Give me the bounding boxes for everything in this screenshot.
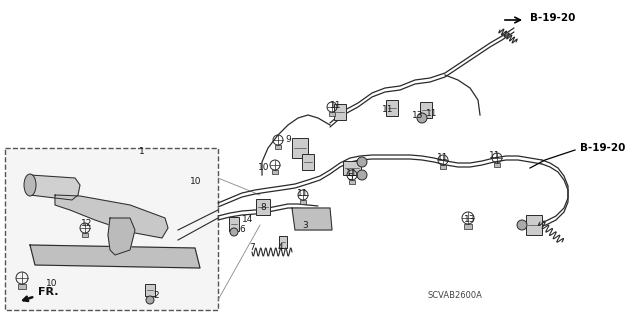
Bar	[343, 161, 361, 175]
Text: 1: 1	[139, 147, 145, 157]
Bar	[229, 217, 239, 231]
Text: 11: 11	[437, 153, 449, 162]
Text: 11: 11	[382, 106, 394, 115]
Bar	[300, 200, 306, 204]
Bar	[329, 112, 335, 116]
Bar	[386, 100, 398, 116]
Bar	[349, 180, 355, 184]
Circle shape	[230, 228, 238, 236]
Bar	[526, 215, 542, 235]
Text: B-19-20: B-19-20	[530, 13, 575, 23]
Bar	[302, 154, 314, 170]
Circle shape	[146, 296, 154, 304]
Bar	[5, 148, 218, 310]
Bar	[494, 163, 500, 167]
Bar	[272, 170, 278, 174]
Bar	[465, 224, 472, 229]
Text: 4: 4	[277, 242, 283, 251]
Text: 9: 9	[285, 136, 291, 145]
Text: 11: 11	[297, 189, 308, 197]
Circle shape	[357, 170, 367, 180]
Bar	[256, 199, 270, 215]
Bar	[145, 284, 155, 296]
Text: 13: 13	[464, 216, 476, 225]
Text: 8: 8	[260, 203, 266, 211]
Bar	[440, 165, 446, 169]
Bar	[82, 233, 88, 237]
Text: 5: 5	[347, 174, 353, 182]
Text: FR.: FR.	[23, 287, 58, 301]
Polygon shape	[30, 175, 80, 200]
Bar	[275, 145, 281, 149]
Circle shape	[357, 157, 367, 167]
Text: 14: 14	[243, 216, 253, 225]
Text: 10: 10	[190, 177, 202, 187]
Text: 11: 11	[426, 108, 438, 117]
Polygon shape	[55, 195, 168, 238]
Text: 11: 11	[489, 151, 500, 160]
Circle shape	[517, 220, 527, 230]
Text: 7: 7	[249, 243, 255, 253]
Bar	[420, 102, 432, 118]
Polygon shape	[30, 245, 200, 268]
Bar	[279, 236, 287, 248]
Text: 6: 6	[239, 226, 245, 234]
Text: 12: 12	[81, 219, 93, 227]
Text: B-19-20: B-19-20	[580, 143, 625, 153]
Circle shape	[417, 113, 427, 123]
Polygon shape	[108, 218, 135, 255]
Bar	[292, 138, 308, 158]
Ellipse shape	[24, 174, 36, 196]
Text: 11: 11	[330, 100, 342, 109]
Text: 3: 3	[302, 220, 308, 229]
Bar	[19, 284, 26, 289]
Text: 10: 10	[46, 278, 58, 287]
Text: 13: 13	[412, 110, 424, 120]
Bar	[334, 104, 346, 120]
Text: SCVAB2600A: SCVAB2600A	[428, 291, 483, 300]
Text: 2: 2	[153, 292, 159, 300]
Text: 10: 10	[259, 164, 269, 173]
Polygon shape	[292, 208, 332, 230]
Text: 11: 11	[346, 168, 358, 177]
